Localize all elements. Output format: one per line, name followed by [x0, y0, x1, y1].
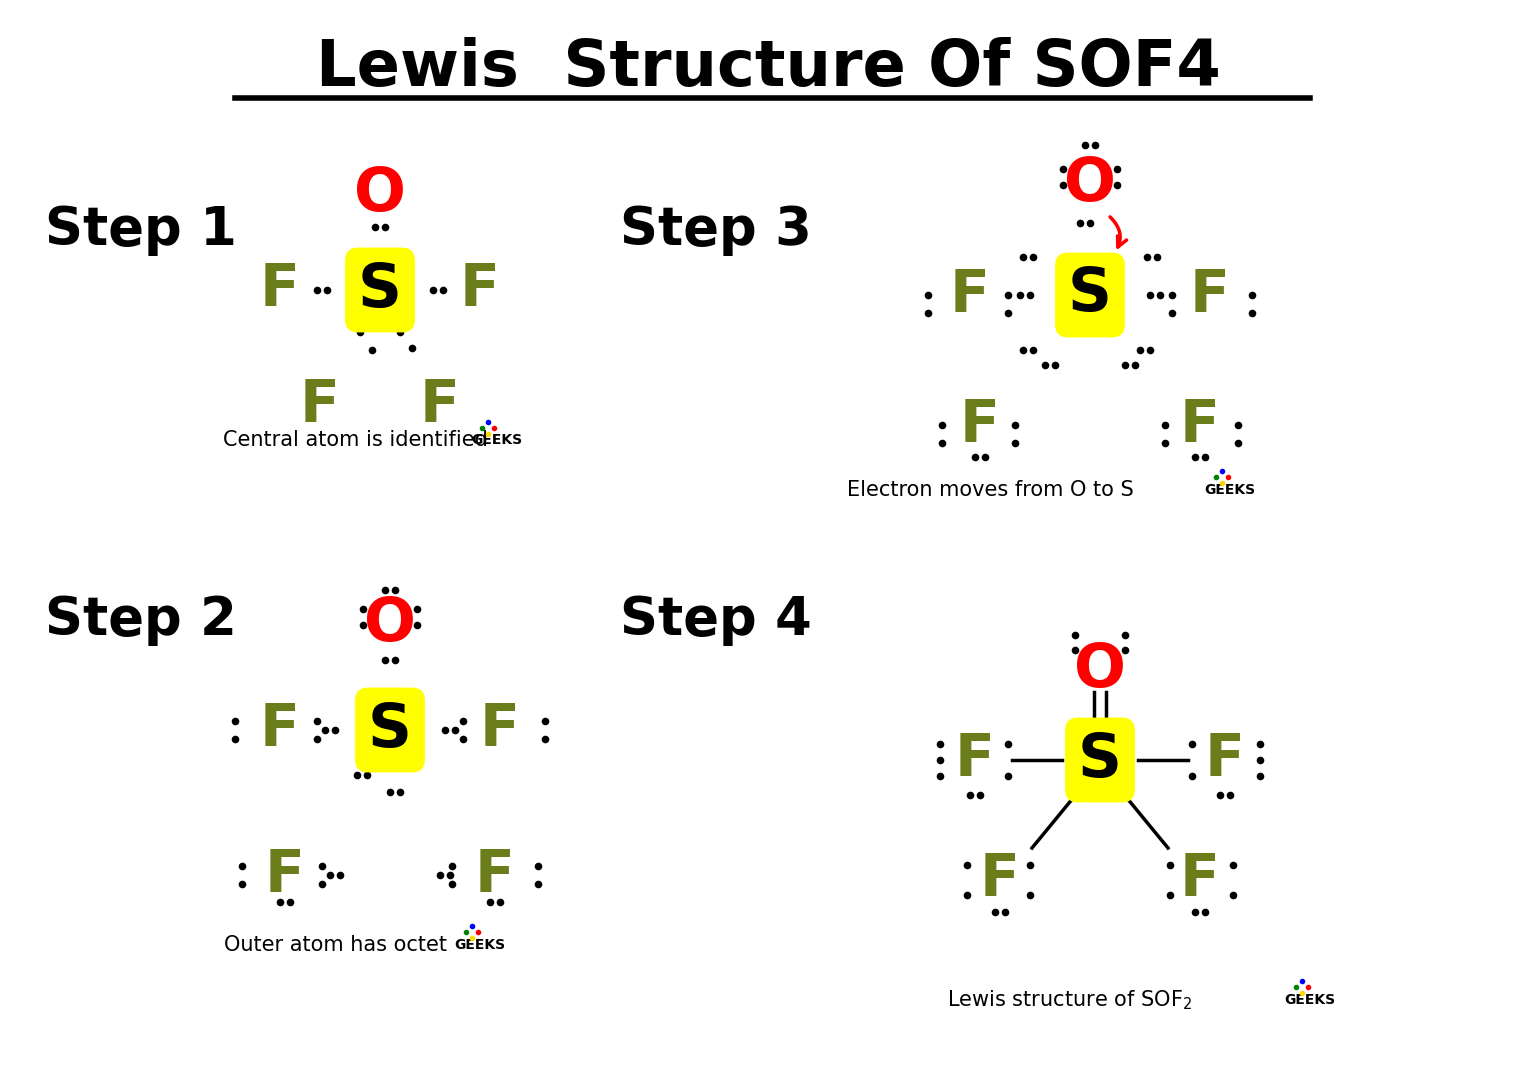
Text: S: S [358, 261, 402, 319]
Text: S: S [1068, 265, 1112, 325]
Text: F: F [300, 377, 339, 433]
Text: Step 1: Step 1 [45, 204, 237, 256]
Text: F: F [1180, 851, 1220, 909]
Text: F: F [1180, 396, 1220, 454]
FancyArrowPatch shape [1111, 217, 1126, 247]
Text: Step 2: Step 2 [45, 594, 237, 646]
Text: F: F [260, 702, 300, 758]
Text: F: F [260, 262, 300, 318]
Text: S: S [369, 700, 412, 759]
Text: F: F [951, 266, 989, 324]
Text: O: O [364, 595, 416, 655]
Text: F: F [481, 702, 521, 758]
Text: Lewis  Structure Of SOF4: Lewis Structure Of SOF4 [315, 37, 1221, 99]
Text: Outer atom has octet: Outer atom has octet [224, 935, 447, 955]
Text: GEEKS: GEEKS [455, 938, 505, 952]
Text: Step 3: Step 3 [621, 204, 813, 256]
Text: Electron moves from O to S: Electron moves from O to S [846, 480, 1134, 500]
Text: Lewis structure of SOF$_2$: Lewis structure of SOF$_2$ [948, 988, 1192, 1012]
Text: GEEKS: GEEKS [1204, 483, 1255, 497]
Text: F: F [980, 851, 1020, 909]
Text: F: F [461, 262, 499, 318]
Text: F: F [1206, 732, 1246, 788]
Text: Step 4: Step 4 [621, 594, 811, 646]
Text: GEEKS: GEEKS [472, 433, 522, 447]
Text: F: F [955, 732, 995, 788]
Text: O: O [1074, 641, 1126, 699]
Text: F: F [419, 377, 459, 433]
Text: O: O [353, 165, 406, 225]
Text: F: F [960, 396, 1000, 454]
Text: F: F [266, 846, 306, 904]
Text: Central atom is identified: Central atom is identified [223, 430, 487, 450]
Text: F: F [1190, 266, 1230, 324]
Text: S: S [1078, 731, 1121, 790]
Text: O: O [1064, 155, 1117, 215]
Text: GEEKS: GEEKS [1284, 993, 1336, 1007]
Text: F: F [475, 846, 515, 904]
